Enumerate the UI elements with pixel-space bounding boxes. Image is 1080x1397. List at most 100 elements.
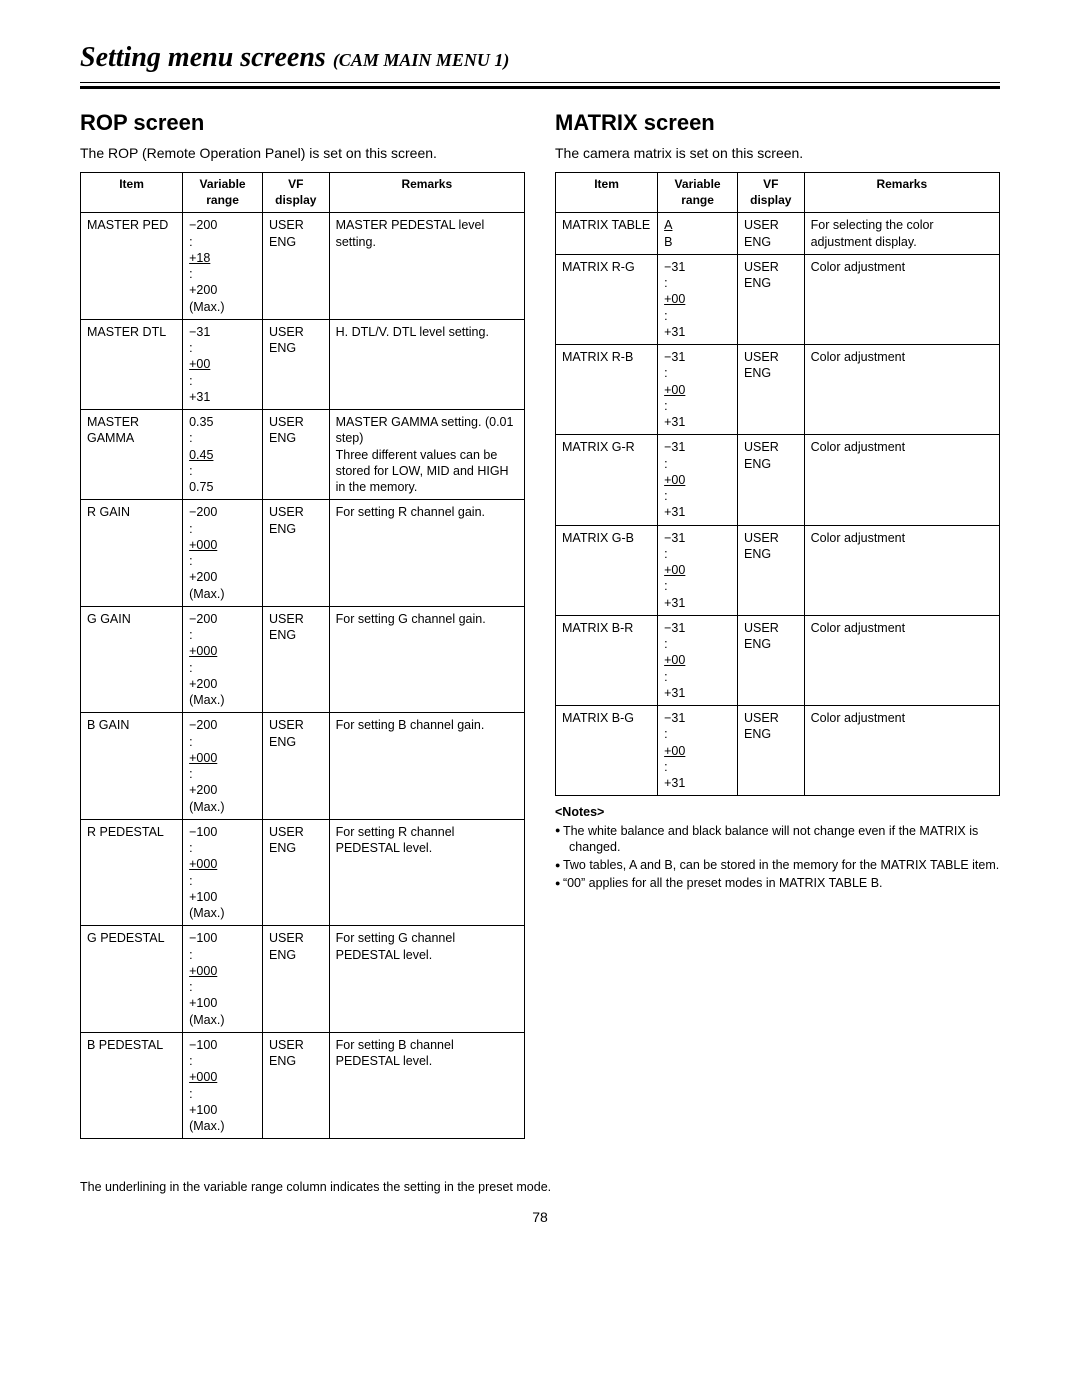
cell-remarks: For setting B channel gain. [329,713,524,820]
cell-remarks: For setting R channel PEDESTAL level. [329,819,524,926]
cell-item: MATRIX TABLE [556,213,658,255]
cell-item: MASTER PED [81,213,183,320]
cell-vf: USERENG [738,706,805,796]
rop-table: Item Variable range VF display Remarks M… [80,172,525,1139]
left-column: ROP screen The ROP (Remote Operation Pan… [80,109,525,1139]
table-row: G GAIN−200:+000:+200(Max.)USERENGFor set… [81,606,525,713]
right-column: MATRIX screen The camera matrix is set o… [555,109,1000,893]
page-title: Setting menu screens (CAM MAIN MENU 1) [80,40,1000,76]
cell-range: −200:+000:+200(Max.) [183,606,263,713]
cell-range: 0.35:0.45:0.75 [183,410,263,500]
table-row: MATRIX TABLEABUSERENGFor selecting the c… [556,213,1000,255]
notes-heading: <Notes> [555,804,1000,820]
cell-vf: USERENG [738,615,805,705]
cell-range: −200:+18:+200(Max.) [183,213,263,320]
table-row: MATRIX B-R−31:+00:+31USERENGColor adjust… [556,615,1000,705]
cell-remarks: Color adjustment [804,525,999,615]
cell-remarks: For selecting the color adjustment displ… [804,213,999,255]
cell-vf: USERENG [263,926,330,1033]
cell-remarks: H. DTL/V. DTL level setting. [329,319,524,409]
cell-range: −100:+000:+100(Max.) [183,926,263,1033]
cell-remarks: MASTER PEDESTAL level setting. [329,213,524,320]
cell-vf: USERENG [738,213,805,255]
col-vf: VF display [738,173,805,213]
rop-heading: ROP screen [80,109,525,138]
cell-range: −100:+000:+100(Max.) [183,819,263,926]
cell-item: MATRIX G-R [556,435,658,525]
col-item: Item [556,173,658,213]
cell-item: MASTER DTL [81,319,183,409]
cell-range: AB [658,213,738,255]
cell-vf: USERENG [263,213,330,320]
cell-item: MATRIX B-G [556,706,658,796]
cell-range: −200:+000:+200(Max.) [183,500,263,607]
cell-remarks: Color adjustment [804,435,999,525]
cell-item: MATRIX B-R [556,615,658,705]
cell-item: B PEDESTAL [81,1032,183,1139]
cell-remarks: MASTER GAMMA setting. (0.01 step)Three d… [329,410,524,500]
cell-item: B GAIN [81,713,183,820]
cell-remarks: For setting G channel PEDESTAL level. [329,926,524,1033]
table-row: MATRIX B-G−31:+00:+31USERENGColor adjust… [556,706,1000,796]
table-row: MASTER DTL−31:+00:+31USERENGH. DTL/V. DT… [81,319,525,409]
cell-range: −31:+00:+31 [658,254,738,344]
table-row: B GAIN−200:+000:+200(Max.)USERENGFor set… [81,713,525,820]
cell-remarks: For setting R channel gain. [329,500,524,607]
cell-item: G PEDESTAL [81,926,183,1033]
cell-range: −31:+00:+31 [658,525,738,615]
matrix-heading: MATRIX screen [555,109,1000,138]
table-row: B PEDESTAL−100:+000:+100(Max.)USERENGFor… [81,1032,525,1139]
cell-vf: USERENG [263,500,330,607]
cell-remarks: Color adjustment [804,706,999,796]
cell-range: −31:+00:+31 [658,615,738,705]
cell-item: G GAIN [81,606,183,713]
notes-list: The white balance and black balance will… [555,823,1000,892]
cell-item: MATRIX R-B [556,345,658,435]
cell-remarks: Color adjustment [804,345,999,435]
table-row: MASTER GAMMA0.35:0.45:0.75USERENGMASTER … [81,410,525,500]
cell-range: −31:+00:+31 [658,435,738,525]
note-item: “00” applies for all the preset modes in… [555,875,1000,891]
table-row: G PEDESTAL−100:+000:+100(Max.)USERENGFor… [81,926,525,1033]
cell-vf: USERENG [738,525,805,615]
cell-vf: USERENG [738,254,805,344]
cell-range: −200:+000:+200(Max.) [183,713,263,820]
cell-vf: USERENG [263,819,330,926]
cell-range: −100:+000:+100(Max.) [183,1032,263,1139]
page-number: 78 [80,1208,1000,1226]
table-row: MATRIX R-G−31:+00:+31USERENGColor adjust… [556,254,1000,344]
col-item: Item [81,173,183,213]
col-range: Variable range [658,173,738,213]
matrix-table: Item Variable range VF display Remarks M… [555,172,1000,796]
table-row: MATRIX G-B−31:+00:+31USERENGColor adjust… [556,525,1000,615]
note-item: Two tables, A and B, can be stored in th… [555,857,1000,873]
cell-item: MASTER GAMMA [81,410,183,500]
page-title-sub: (CAM MAIN MENU 1) [333,50,510,70]
col-range: Variable range [183,173,263,213]
cell-remarks: For setting B channel PEDESTAL level. [329,1032,524,1139]
cell-vf: USERENG [263,713,330,820]
rop-intro: The ROP (Remote Operation Panel) is set … [80,144,525,162]
table-row: MATRIX G-R−31:+00:+31USERENGColor adjust… [556,435,1000,525]
col-remarks: Remarks [329,173,524,213]
cell-vf: USERENG [263,1032,330,1139]
title-rule [80,82,1000,89]
cell-item: MATRIX R-G [556,254,658,344]
cell-item: R GAIN [81,500,183,607]
page-title-main: Setting menu screens [80,42,326,73]
cell-remarks: For setting G channel gain. [329,606,524,713]
footnote: The underlining in the variable range co… [80,1179,1000,1195]
cell-remarks: Color adjustment [804,254,999,344]
cell-vf: USERENG [263,410,330,500]
cell-vf: USERENG [738,435,805,525]
cell-item: R PEDESTAL [81,819,183,926]
cell-vf: USERENG [263,606,330,713]
cell-remarks: Color adjustment [804,615,999,705]
cell-vf: USERENG [738,345,805,435]
cell-range: −31:+00:+31 [658,345,738,435]
table-row: MATRIX R-B−31:+00:+31USERENGColor adjust… [556,345,1000,435]
cell-range: −31:+00:+31 [658,706,738,796]
col-remarks: Remarks [804,173,999,213]
cell-item: MATRIX G-B [556,525,658,615]
col-vf: VF display [263,173,330,213]
